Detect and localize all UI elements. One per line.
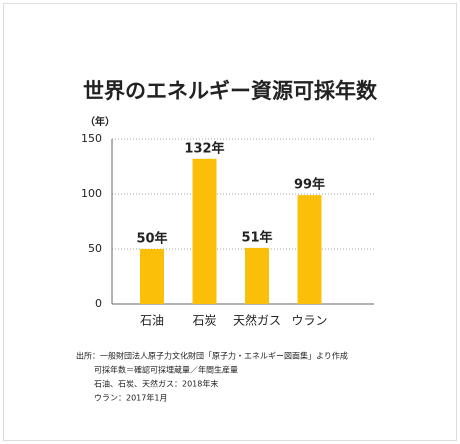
source-note: 石油、石炭、天然ガス：2018年末 [94, 379, 218, 389]
x-tick-label: 石炭 [192, 314, 216, 328]
bar [140, 249, 164, 304]
value-label: 99年 [294, 177, 325, 193]
y-tick-label: 0 [95, 297, 102, 310]
source-note: ウラン：2017年1月 [94, 393, 167, 403]
y-tick-label: 150 [81, 132, 102, 145]
x-tick-label: ウラン [291, 314, 327, 328]
y-tick-label: 50 [88, 242, 102, 255]
value-label: 51年 [241, 229, 272, 245]
bar [192, 158, 217, 304]
source-note: 出所：一般財団法人原子力文化財団「原子力・エネルギー図面集」より作成 [76, 351, 348, 361]
bar [297, 195, 322, 304]
x-tick-label: 石油 [140, 314, 164, 328]
value-label: 132年 [184, 140, 224, 156]
source-note: 可採年数＝確認可採埋蔵量／年間生産量 [94, 365, 238, 375]
frame [3, 3, 457, 441]
y-axis-label: （年） [85, 115, 115, 128]
bar [245, 247, 269, 304]
value-label: 50年 [136, 231, 167, 247]
x-tick-label: 天然ガス [233, 313, 281, 328]
chart-title: 世界のエネルギー資源可採年数 [83, 79, 378, 103]
y-tick-label: 100 [81, 187, 102, 200]
